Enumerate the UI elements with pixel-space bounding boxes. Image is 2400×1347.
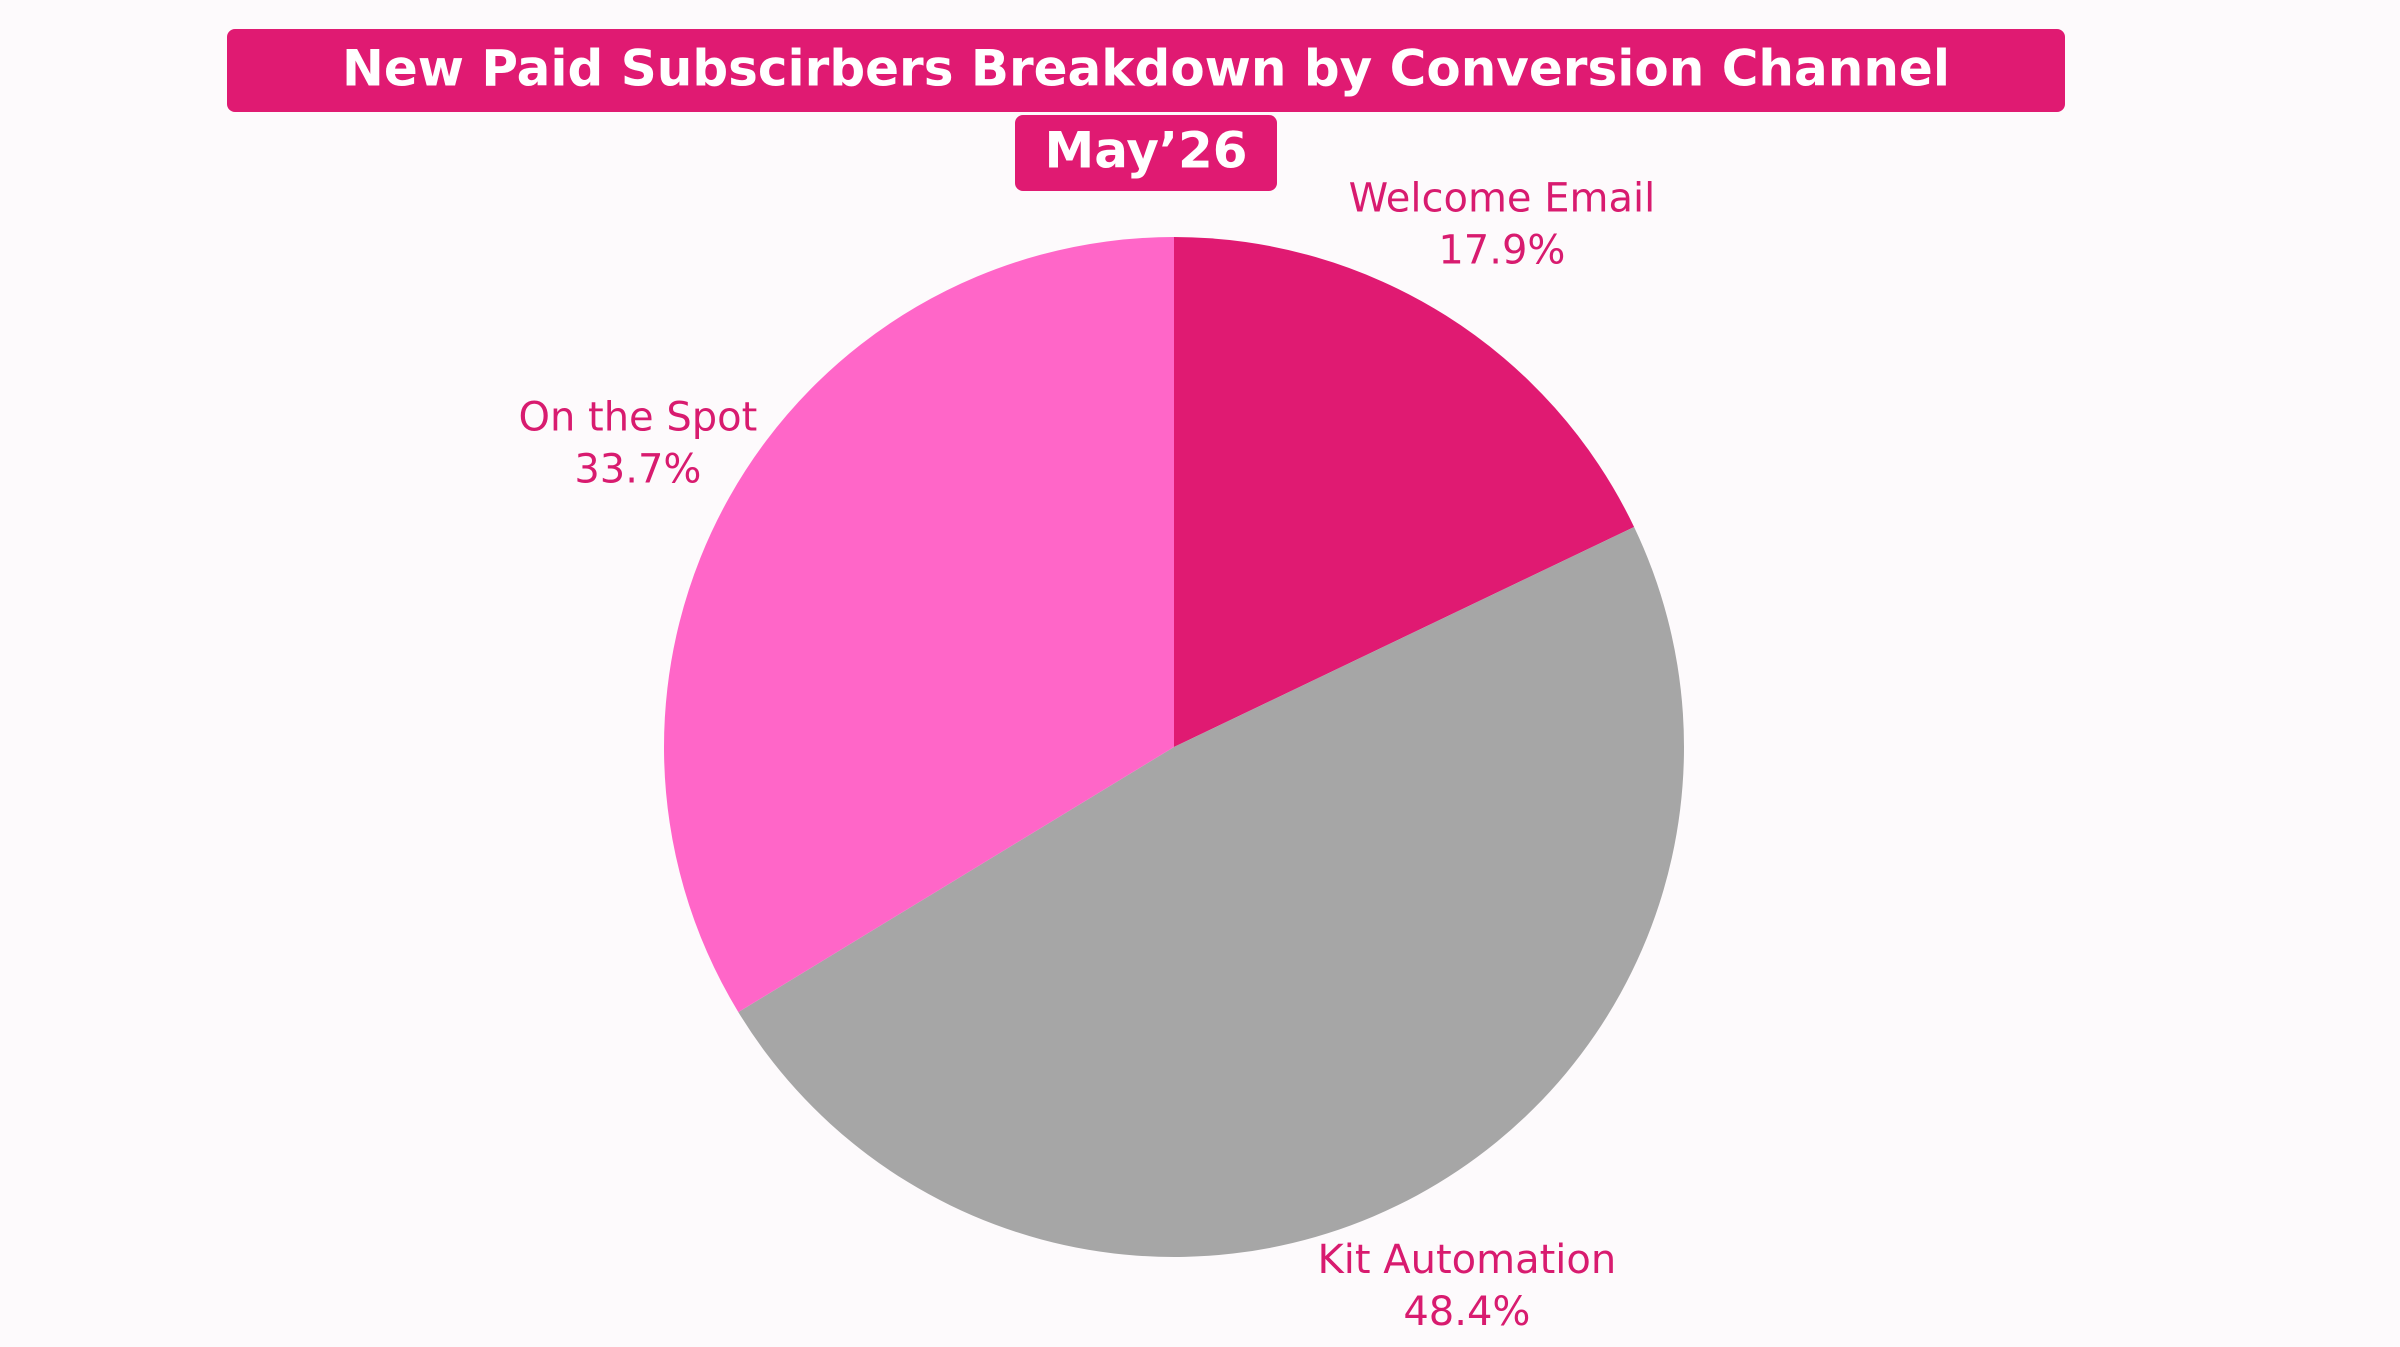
pie-slice [738, 526, 1685, 1258]
chart-subtitle: May’26 [1044, 122, 1247, 180]
value-label: 33.7% [574, 447, 701, 493]
slice-label: Kit Automation [1318, 1237, 1617, 1283]
subtitle-box [1015, 115, 1277, 191]
slice-label: On the Spot [518, 395, 757, 441]
title-box [227, 29, 2065, 112]
slice-label: Welcome Email [1349, 176, 1656, 222]
pie-slice [664, 237, 1174, 1013]
pie-slice [1174, 237, 1635, 747]
value-label: 48.4% [1403, 1289, 1530, 1335]
value-label: 17.9% [1438, 228, 1565, 274]
chart-title: New Paid Subscirbers Breakdown by Conver… [342, 40, 1950, 98]
